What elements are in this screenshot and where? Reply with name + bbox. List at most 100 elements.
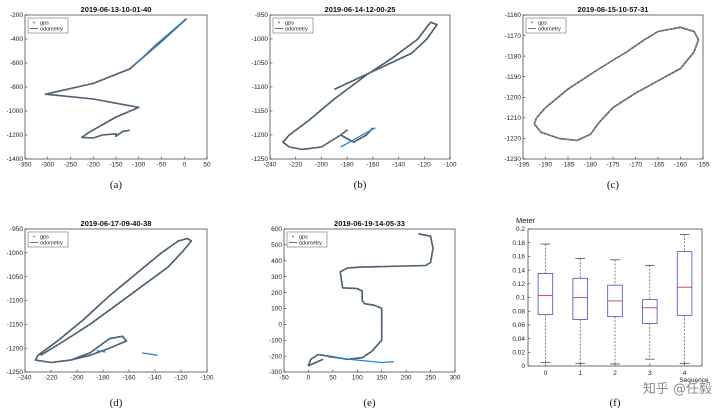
plot-title: 2019-06-14-12-00-25 — [325, 5, 396, 14]
y-tick-label: -200 — [269, 353, 282, 360]
x-tick-label: -175 — [606, 162, 619, 169]
x-tick-label: -250 — [64, 162, 77, 169]
legend-marker-gps — [531, 21, 533, 24]
plot-6: Meter 0 0.02 0.04 0.06 0.08 0.1 0.12 0.14 0.16 0.1… — [512, 216, 709, 384]
x-tick-label: -170 — [629, 162, 642, 169]
plot-title: 2019-06-15-10-57-31 — [578, 5, 649, 14]
x-tick-label: -50 — [279, 375, 289, 382]
legend-label-odometry: odometry — [299, 241, 322, 247]
y-tick-label: -400 — [10, 36, 23, 43]
x-tick-label: 0 — [544, 370, 548, 377]
plot-2: 2019-06-14-12-00-25 -240 -220 -200 -180 -160 -… — [251, 5, 457, 169]
y-tick-label: -1160 — [505, 12, 522, 19]
y-tick-label: -950 — [255, 12, 268, 19]
y-tick-label: -1200 — [6, 132, 23, 139]
legend-box — [525, 17, 567, 34]
y-tick-label: -800 — [10, 84, 23, 91]
x-tick-label: -160 — [674, 162, 687, 169]
plot-title: 2019-06-19-14-05-33 — [334, 219, 405, 228]
y-tick-label: -1200 — [6, 345, 23, 352]
x-tick-label: 150 — [376, 375, 387, 382]
y-tick-label: -1220 — [504, 136, 521, 143]
y-tick-label: -1250 — [6, 369, 23, 376]
x-tick-label: 1 — [578, 370, 582, 377]
plot-frame — [522, 14, 704, 160]
x-tick-label: -140 — [392, 162, 405, 169]
series-odometry-0 — [282, 21, 438, 151]
box-1 — [572, 258, 588, 364]
y-tick-label: 100 — [271, 306, 282, 313]
series-gps-overlay — [533, 26, 699, 141]
x-tick-label: -100 — [132, 162, 145, 169]
series-gps-2 — [96, 349, 106, 353]
legend-label-gps: gps — [538, 21, 547, 27]
y-tick-label: -1400 — [6, 156, 23, 163]
y-tick-label: 0.12 — [512, 281, 525, 288]
box-iqr — [642, 299, 658, 324]
y-tick-label: 0 — [521, 363, 525, 370]
y-tick-label: 400 — [271, 258, 282, 265]
series-gps-1 — [141, 352, 158, 356]
y-tick-label: 0 — [278, 322, 282, 329]
x-tick-label: -180 — [341, 162, 354, 169]
plot-1: 2019-06-13-10-01-40 -350 -300 -250 -200 -150 -… — [6, 5, 211, 169]
y-tick-label: 0.18 — [512, 240, 525, 247]
x-tick-label: -240 — [263, 162, 276, 169]
box-4 — [676, 234, 693, 364]
y-tick-label: -950 — [10, 226, 23, 233]
series-odometry-dots-0 — [307, 233, 434, 367]
y-tick-label: -600 — [10, 60, 23, 67]
x-tick-label: 300 — [450, 375, 461, 382]
x-tick-label: -300 — [41, 162, 54, 169]
y-tick-label: 0.1 — [516, 295, 525, 302]
caption-5: (e) — [363, 397, 376, 409]
plot-frame — [24, 14, 208, 160]
legend-label-odometry: odometry — [40, 27, 63, 33]
y-tick-label: 600 — [271, 226, 282, 233]
legend-label-odometry: odometry — [285, 27, 308, 33]
plot-4: 2019-06-17-09-40-38 -240 -220 -200 -180 -160 -… — [6, 219, 214, 382]
y-tick-label: 0.14 — [512, 267, 525, 274]
y-tick-label: -1000 — [6, 250, 23, 257]
y-tick-label: -1100 — [7, 298, 24, 305]
y-tick-label: -100 — [269, 337, 282, 344]
plot-5: 2019-06-19-14-05-33 -50 0 50 100 150 200 250 300… — [269, 219, 461, 382]
x-axis-label: Sequence — [679, 377, 709, 384]
y-tick-label: -1050 — [251, 60, 268, 67]
y-tick-label: 300 — [271, 274, 282, 281]
x-tick-label: -190 — [539, 162, 552, 169]
plot-3: 2019-06-15-10-57-31 -195 -190 -185 -180 -175 -… — [504, 5, 710, 169]
y-tick-label: -1150 — [7, 322, 24, 329]
y-tick-label: 0.06 — [512, 322, 525, 329]
y-tick-label: 0.08 — [512, 308, 525, 315]
x-tick-label: -180 — [96, 375, 109, 382]
box-3 — [642, 264, 658, 360]
y-tick-label: -1170 — [505, 33, 522, 40]
legend-box — [27, 17, 69, 34]
x-tick-label: 2 — [613, 370, 617, 377]
series-gps-1 — [327, 356, 394, 364]
plot-frame — [24, 228, 208, 373]
x-tick-label: -160 — [122, 375, 135, 382]
y-tick-label: 500 — [271, 242, 282, 249]
box-iqr — [572, 277, 588, 320]
x-tick-label: -100 — [443, 162, 456, 169]
y-tick-label: -1250 — [251, 156, 268, 163]
y-axis-label: Meter — [516, 216, 536, 225]
box-iqr — [537, 273, 554, 316]
x-tick-label: 0 — [307, 375, 311, 382]
series-odometry-dots-0 — [45, 18, 187, 139]
y-tick-label: 0.02 — [512, 350, 525, 357]
box-iqr — [676, 251, 693, 316]
y-tick-label: -1150 — [252, 108, 269, 115]
plot-frame — [269, 14, 451, 160]
legend-box — [27, 231, 69, 248]
x-tick-label: -200 — [70, 375, 83, 382]
x-tick-label: -240 — [18, 375, 31, 382]
y-tick-label: -1210 — [504, 115, 521, 122]
